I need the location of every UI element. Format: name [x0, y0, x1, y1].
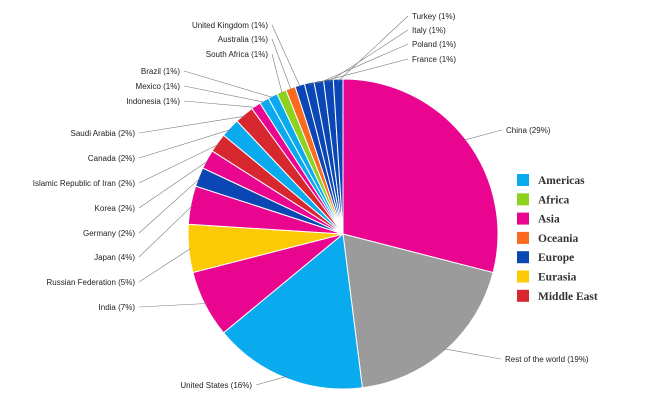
label-italy: Italy (1%) — [412, 26, 446, 35]
label-brazil: Brazil (1%) — [141, 67, 180, 76]
leader-india — [138, 303, 207, 308]
leader-china — [463, 129, 503, 141]
label-united-states: United States (16%) — [180, 381, 252, 390]
label-islamic-republic-of-iran: Islamic Republic of Iran (2%) — [33, 179, 136, 188]
leader-australia — [271, 38, 292, 91]
leader-saudi-arabia — [138, 115, 246, 134]
leader-brazil — [183, 70, 274, 98]
legend-swatch-europe — [517, 251, 529, 264]
legend-swatch-eurasia — [517, 270, 529, 283]
slice-labels: China (29%) Rest of the world (19%) United… — [33, 12, 589, 390]
legend-label-middle-east: Middle East — [538, 291, 598, 303]
label-mexico: Mexico (1%) — [136, 82, 181, 91]
label-canada: Canada (2%) — [88, 154, 135, 163]
legend-label-europe: Europe — [538, 252, 574, 264]
leader-indonesia — [183, 100, 258, 108]
slice-united-states — [222, 233, 363, 390]
leader-turkey — [337, 15, 409, 82]
label-rest-of-the-world: Rest of the world (19%) — [505, 355, 589, 364]
label-korea: Korea (2%) — [95, 204, 136, 213]
label-saudi-arabia: Saudi Arabia (2%) — [71, 129, 136, 138]
leader-united-states — [255, 376, 287, 386]
legend-label-africa: Africa — [538, 194, 570, 206]
leader-poland — [318, 43, 409, 84]
leader-korea — [138, 160, 210, 209]
label-south-africa: South Africa (1%) — [206, 50, 269, 59]
legend: Americas Africa Asia Oceania Europe Eurasia Mi… — [517, 174, 598, 303]
legend-label-asia: Asia — [538, 214, 560, 226]
label-australia: Australia (1%) — [218, 35, 269, 44]
label-china: China (29%) — [506, 126, 551, 135]
leader-mexico — [183, 85, 266, 103]
leader-russian-federation — [138, 248, 191, 283]
label-japan: Japan (4%) — [94, 253, 135, 262]
legend-swatch-africa — [517, 193, 529, 206]
leader-canada — [138, 129, 232, 159]
slice-rest-of-the-world — [342, 233, 494, 389]
label-russian-federation: Russian Federation (5%) — [47, 278, 136, 287]
leader-islamic-republic-of-iran — [138, 143, 220, 184]
legend-label-americas: Americas — [538, 175, 585, 187]
leader-south-africa — [271, 53, 283, 94]
label-india: India (7%) — [99, 303, 136, 312]
slice-turkey — [332, 78, 344, 235]
legend-label-eurasia: Eurasia — [538, 272, 577, 284]
leader-lines — [138, 15, 503, 386]
legend-swatch-oceania — [517, 231, 529, 244]
legend-label-oceania: Oceania — [538, 233, 578, 245]
leader-france — [309, 58, 409, 85]
pie-slices — [187, 78, 499, 390]
label-poland: Poland (1%) — [412, 40, 456, 49]
legend-swatch-middle-east — [517, 289, 529, 302]
label-germany: Germany (2%) — [83, 229, 135, 238]
leader-rest-of-the-world — [444, 348, 502, 360]
leader-germany — [138, 177, 201, 234]
label-indonesia: Indonesia (1%) — [126, 97, 180, 106]
leader-united-kingdom — [271, 24, 301, 88]
label-united-kingdom: United Kingdom (1%) — [192, 21, 268, 30]
legend-swatch-asia — [517, 212, 529, 225]
legend-swatch-americas — [517, 174, 529, 186]
label-turkey: Turkey (1%) — [412, 12, 456, 21]
label-france: France (1%) — [412, 55, 456, 64]
leader-japan — [138, 205, 193, 258]
leader-italy — [328, 29, 409, 82]
slice-china — [342, 78, 499, 274]
